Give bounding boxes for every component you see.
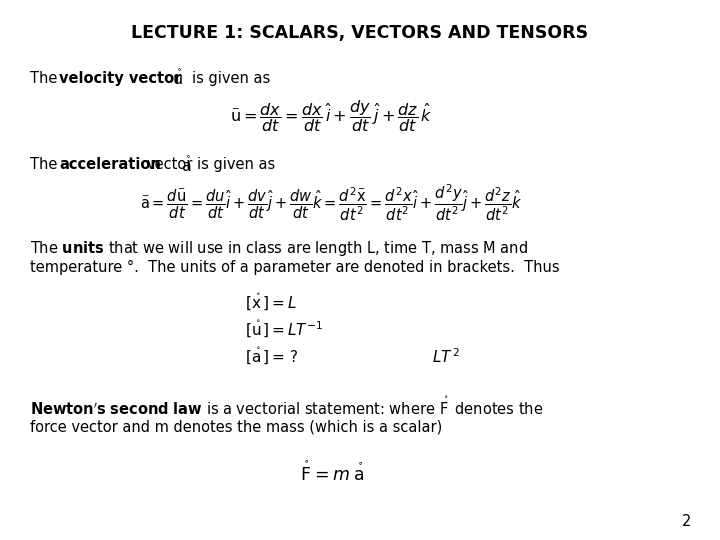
Text: $\overset{\ _\circ}{\mathrm{u}}$: $\overset{\ _\circ}{\mathrm{u}}$ <box>171 69 183 88</box>
Text: $[\overset{\ _\circ}{\mathrm{a}}] = \,?$: $[\overset{\ _\circ}{\mathrm{a}}] = \,?$ <box>245 346 298 367</box>
Text: $\mathrm{\overset{\_}{u}} = \dfrac{dx}{dt} = \dfrac{dx}{dt}\,\hat{i} + \dfrac{dy: $\mathrm{\overset{\_}{u}} = \dfrac{dx}{d… <box>230 98 433 134</box>
Text: The: The <box>30 157 62 172</box>
Text: is given as: is given as <box>197 157 276 172</box>
Text: $\overset{\_}{\mathrm{a}} = \dfrac{d\overset{\_}{\mathrm{u}}}{dt} = \dfrac{du}{d: $\overset{\_}{\mathrm{a}} = \dfrac{d\ove… <box>140 182 523 223</box>
Text: velocity vector: velocity vector <box>59 71 181 86</box>
Text: is given as: is given as <box>192 71 271 86</box>
Text: force vector and m denotes the mass (which is a scalar): force vector and m denotes the mass (whi… <box>30 419 443 434</box>
Text: The: The <box>30 71 62 86</box>
Text: $LT^{\,2}$: $LT^{\,2}$ <box>432 347 460 366</box>
Text: $[\overset{\ _\circ}{\mathrm{u}}] = LT^{-1}$: $[\overset{\ _\circ}{\mathrm{u}}] = LT^{… <box>245 319 323 340</box>
Text: $\mathbf{Newton's\ second\ law}$ is a vectorial statement: where $\overset{\ _\c: $\mathbf{Newton's\ second\ law}$ is a ve… <box>30 395 544 417</box>
Text: vector: vector <box>147 157 193 172</box>
Text: LECTURE 1: SCALARS, VECTORS AND TENSORS: LECTURE 1: SCALARS, VECTORS AND TENSORS <box>132 24 588 42</box>
Text: $\overset{\ _\circ}{\mathrm{a}}$: $\overset{\ _\circ}{\mathrm{a}}$ <box>180 155 192 174</box>
Text: $[\overset{\ _\circ}{\mathrm{x}}] = L$: $[\overset{\ _\circ}{\mathrm{x}}] = L$ <box>245 292 297 313</box>
Text: The $\mathbf{units}$ that we will use in class are length L, time T, mass M and: The $\mathbf{units}$ that we will use in… <box>30 239 528 258</box>
Text: 2: 2 <box>682 514 691 529</box>
Text: acceleration: acceleration <box>59 157 161 172</box>
Text: $\overset{\ _\circ}{\mathrm{F}} = m\,\overset{\ _\circ}{\mathrm{a}}$: $\overset{\ _\circ}{\mathrm{F}} = m\,\ov… <box>298 460 364 485</box>
Text: temperature °.  The units of a parameter are denoted in brackets.  Thus: temperature °. The units of a parameter … <box>30 260 560 275</box>
